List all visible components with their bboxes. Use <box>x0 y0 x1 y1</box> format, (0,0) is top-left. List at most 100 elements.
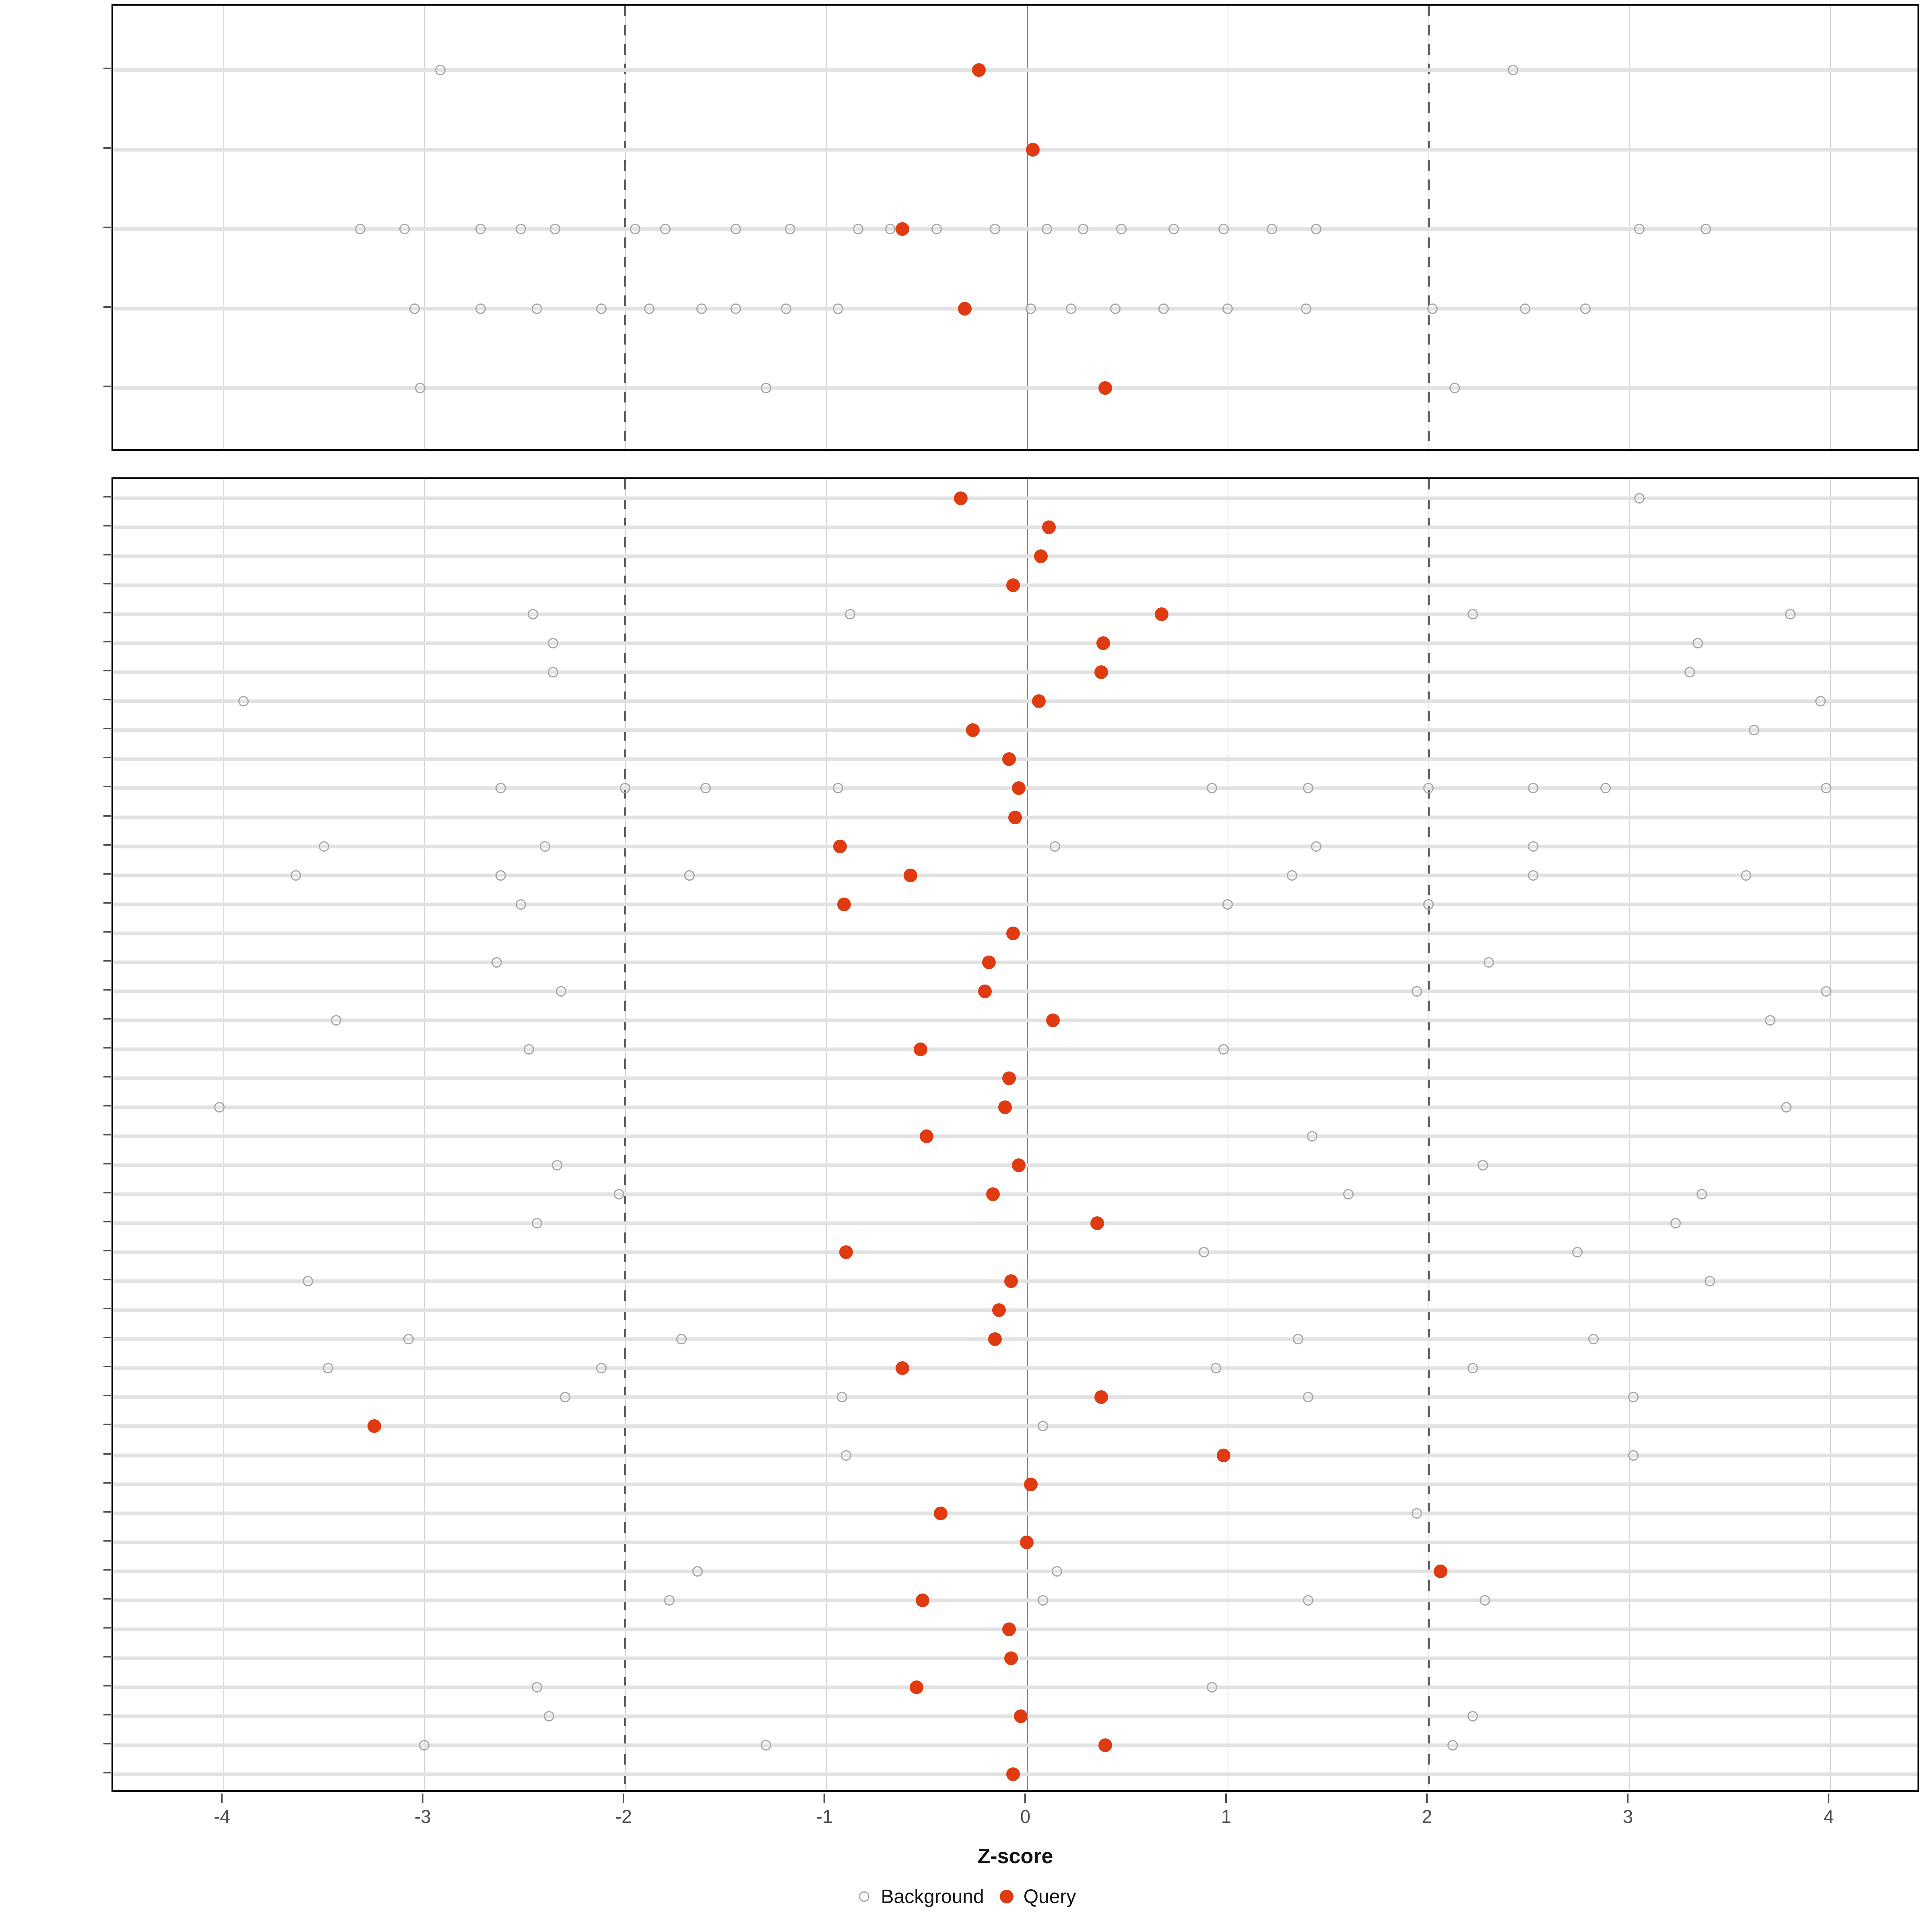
query-point[interactable] <box>915 1593 929 1607</box>
row-gridline <box>113 902 1918 906</box>
query-point[interactable] <box>1004 1651 1018 1665</box>
background-point <box>403 1334 414 1345</box>
y-axis-tick <box>103 873 111 875</box>
query-point[interactable] <box>978 984 992 998</box>
x-axis-tick <box>1627 1794 1629 1803</box>
query-point[interactable] <box>910 1680 923 1694</box>
x-axis-tick <box>1024 1794 1026 1803</box>
query-point[interactable] <box>966 723 980 737</box>
background-point <box>1158 303 1169 314</box>
query-point[interactable] <box>982 955 996 969</box>
x-axis-tick-label: 3 <box>1622 1806 1633 1827</box>
legend-item-query[interactable]: Query <box>999 1886 1076 1908</box>
query-point[interactable] <box>1096 636 1110 650</box>
y-axis-labels-family-class: CBMCEGHGTPL <box>0 0 111 1932</box>
query-point[interactable] <box>919 1129 933 1143</box>
row-gridline <box>113 1453 1918 1457</box>
background-point <box>730 224 741 234</box>
query-point[interactable] <box>1094 1390 1108 1404</box>
query-point[interactable] <box>896 1361 910 1375</box>
query-point[interactable] <box>1006 1767 1020 1781</box>
query-point[interactable] <box>1014 1709 1028 1723</box>
x-axis-tick <box>623 1794 625 1803</box>
x-axis-tick-label: -2 <box>615 1806 632 1827</box>
background-point <box>1168 224 1179 234</box>
query-point[interactable] <box>837 897 851 911</box>
y-axis-tick <box>103 1482 111 1484</box>
legend-item-background[interactable]: Background <box>856 1886 984 1908</box>
query-point[interactable] <box>1012 781 1026 795</box>
query-point[interactable] <box>913 1042 927 1056</box>
y-axis-labels-family-subclass: CBM6CBM48CE1CE10GH3GH5GH9GH13GH15GH18GH2… <box>0 0 111 1932</box>
row-gridline <box>113 873 1918 877</box>
background-point <box>1815 696 1826 707</box>
query-point[interactable] <box>1012 1158 1026 1172</box>
y-axis-tick <box>103 1046 111 1049</box>
query-point[interactable] <box>986 1187 1000 1201</box>
row-gridline <box>113 1395 1918 1399</box>
query-point[interactable] <box>1094 665 1108 679</box>
query-point[interactable] <box>1006 926 1020 940</box>
y-axis-tick <box>103 989 111 991</box>
background-point <box>527 609 538 620</box>
query-point[interactable] <box>1098 1738 1113 1752</box>
background-point <box>696 303 707 314</box>
query-point[interactable] <box>1042 520 1056 535</box>
y-axis-tick <box>103 757 111 759</box>
background-point <box>989 224 1000 234</box>
query-point[interactable] <box>992 1303 1006 1317</box>
query-point[interactable] <box>958 301 972 316</box>
query-point[interactable] <box>1024 1477 1038 1491</box>
query-point[interactable] <box>1434 1564 1448 1578</box>
query-point[interactable] <box>904 868 918 882</box>
y-axis-tick <box>103 1453 111 1455</box>
query-point[interactable] <box>972 63 986 77</box>
query-point[interactable] <box>933 1506 947 1520</box>
query-point[interactable] <box>1098 381 1113 395</box>
query-point[interactable] <box>954 491 968 505</box>
query-point[interactable] <box>1090 1216 1104 1230</box>
query-point[interactable] <box>998 1100 1012 1114</box>
background-point <box>1198 1247 1209 1258</box>
y-axis-tick <box>103 844 111 846</box>
query-point[interactable] <box>1002 1622 1016 1636</box>
background-point <box>1423 783 1434 794</box>
background-point <box>1765 1015 1775 1026</box>
background-point <box>1588 1334 1599 1345</box>
y-axis-tick <box>103 306 111 308</box>
y-axis-tick <box>103 1018 111 1020</box>
query-point[interactable] <box>1217 1448 1231 1462</box>
query-point[interactable] <box>896 222 910 236</box>
query-point[interactable] <box>367 1419 381 1433</box>
background-point <box>559 1392 570 1403</box>
query-point[interactable] <box>1034 549 1048 564</box>
query-point[interactable] <box>1026 142 1040 157</box>
background-point <box>784 224 795 234</box>
query-point[interactable] <box>833 839 847 853</box>
query-point[interactable] <box>1002 1071 1016 1085</box>
query-point[interactable] <box>1002 752 1016 766</box>
background-point <box>1697 1189 1707 1200</box>
query-point[interactable] <box>1008 810 1022 824</box>
background-point <box>1527 870 1538 881</box>
y-axis-tick <box>103 1250 111 1252</box>
row-gridline <box>113 1134 1918 1138</box>
query-point[interactable] <box>1020 1535 1034 1549</box>
query-point[interactable] <box>839 1245 853 1259</box>
y-axis-tick <box>103 496 111 497</box>
background-point <box>620 783 631 794</box>
query-point[interactable] <box>1046 1013 1060 1027</box>
row-gridline <box>113 1743 1918 1747</box>
query-point[interactable] <box>1154 607 1168 621</box>
query-point[interactable] <box>1004 1274 1018 1288</box>
row-gridline <box>113 670 1918 674</box>
query-point[interactable] <box>1032 694 1046 708</box>
background-point <box>1303 783 1314 794</box>
legend: Background Query <box>0 1878 1932 1915</box>
query-point[interactable] <box>988 1332 1002 1346</box>
row-gridline <box>113 1366 1918 1370</box>
y-axis-tick <box>103 525 111 527</box>
background-point <box>845 609 856 620</box>
query-point[interactable] <box>1006 578 1020 592</box>
plot-area-family-class <box>113 6 1918 449</box>
